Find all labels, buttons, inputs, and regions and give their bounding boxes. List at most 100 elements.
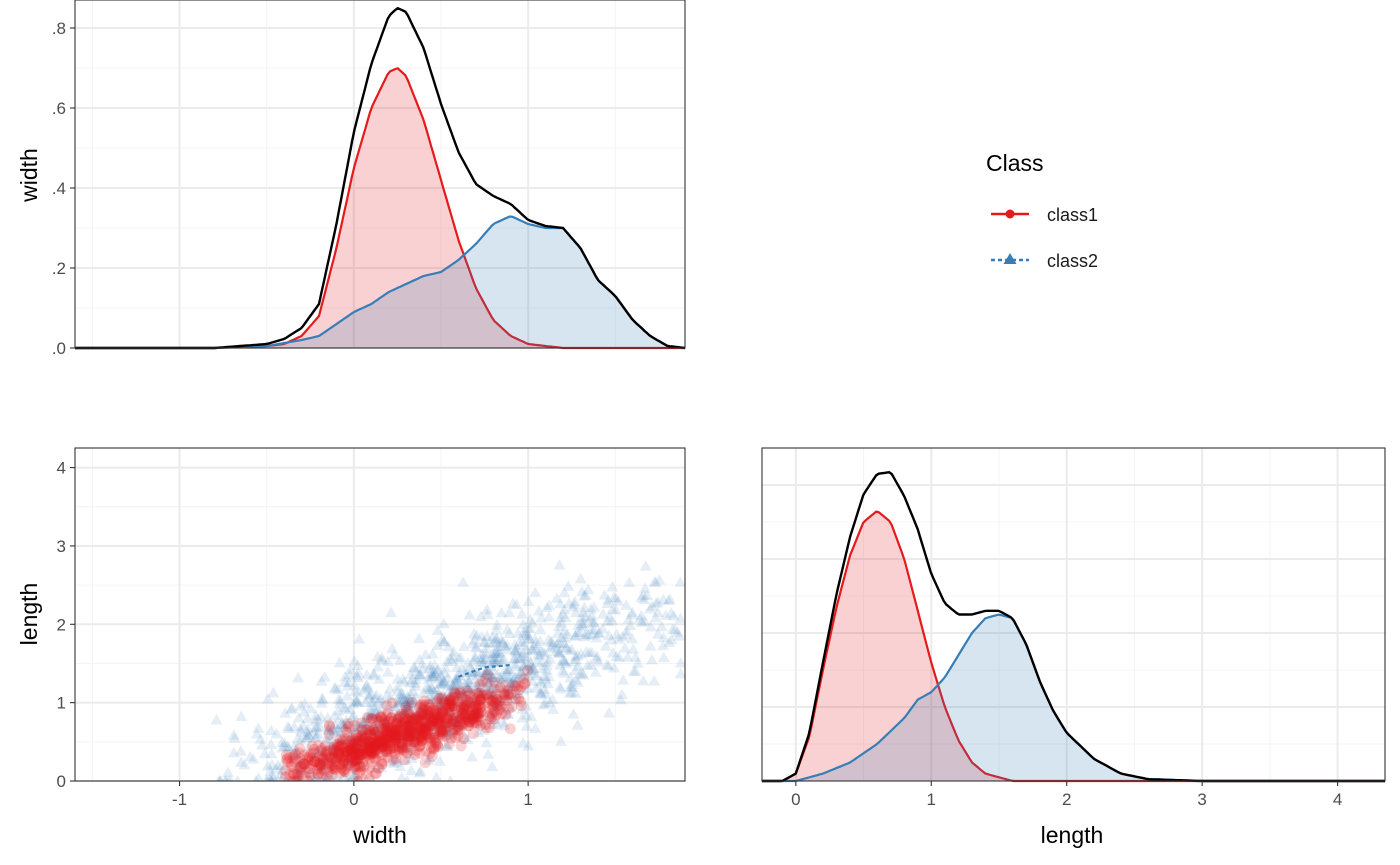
class1-point <box>469 701 481 713</box>
class1-point <box>381 729 393 741</box>
class2-point <box>467 714 480 726</box>
class1-point <box>320 748 332 760</box>
class2-point <box>522 740 535 751</box>
class1-point <box>339 763 351 775</box>
class1-point <box>337 759 349 771</box>
legend: Class class1 class2 <box>986 150 1098 271</box>
class1-point <box>449 688 461 700</box>
class1-point <box>485 695 497 707</box>
class1-point <box>358 753 370 765</box>
class1-point <box>345 744 357 756</box>
class2-point <box>274 768 287 779</box>
class1-point <box>390 734 402 746</box>
class2-point <box>617 674 630 685</box>
class1-point <box>461 694 473 706</box>
class1-point <box>461 685 473 697</box>
class1-point <box>403 707 415 719</box>
class1-point <box>409 736 421 748</box>
class2-point <box>515 650 528 662</box>
class2-point <box>372 695 385 706</box>
class1-point <box>362 744 374 756</box>
class2-point <box>296 766 309 778</box>
class2-point <box>408 735 421 747</box>
class2-point <box>360 679 373 690</box>
class1-point <box>460 710 472 722</box>
class2-point <box>326 742 339 754</box>
class2-point <box>446 650 459 661</box>
class1-point <box>494 695 506 707</box>
class1-point <box>433 712 445 724</box>
class1-point <box>281 754 293 766</box>
class2-point <box>510 598 523 610</box>
class2-point <box>441 725 454 737</box>
class2-point <box>414 703 427 715</box>
class1-point <box>326 769 338 781</box>
class1-point <box>349 754 361 766</box>
class2-point <box>281 740 294 751</box>
class2-point <box>504 701 517 712</box>
class2-point <box>372 712 385 723</box>
class2-point <box>482 664 495 676</box>
class2-point <box>350 715 363 727</box>
class2-point <box>605 633 618 645</box>
class2-point <box>409 727 422 739</box>
class1-point <box>406 725 418 737</box>
class2-point <box>521 622 534 633</box>
class2-point <box>310 775 318 781</box>
grid-right <box>762 448 1385 781</box>
class1-point <box>454 719 466 731</box>
class2-point <box>429 709 442 721</box>
class2-point <box>510 646 523 657</box>
class1-point <box>426 716 438 728</box>
class1-point <box>342 745 354 757</box>
class1-point <box>487 700 499 712</box>
class2-point <box>510 642 523 654</box>
class2-point <box>247 753 260 764</box>
class1-point <box>334 733 346 745</box>
class2-point <box>416 722 429 734</box>
class1-point <box>436 728 448 740</box>
class1-point <box>418 721 430 733</box>
class2-point <box>484 685 497 696</box>
class2-point <box>292 671 305 683</box>
class2-point <box>328 724 341 736</box>
class2-point <box>491 668 504 680</box>
class2-point <box>210 714 223 725</box>
marks-right <box>762 471 1385 783</box>
class2-density-area <box>75 216 685 348</box>
class1-point <box>466 709 478 721</box>
class1-point <box>332 748 344 760</box>
class2-point <box>325 739 338 750</box>
class2-point <box>361 721 374 733</box>
class1-point <box>393 729 405 741</box>
class2-point <box>535 675 548 686</box>
class2-point <box>389 752 402 764</box>
class1-point <box>303 767 315 779</box>
class1-point <box>413 720 425 732</box>
class1-point <box>436 720 448 732</box>
class2-point <box>484 653 497 665</box>
class2-point <box>572 619 585 630</box>
class1-point <box>338 746 350 758</box>
class2-point <box>486 718 499 730</box>
class2-point <box>558 637 571 649</box>
y-tick-label: 4 <box>57 459 66 478</box>
class2-point <box>502 707 515 719</box>
class2-point <box>557 654 570 665</box>
class1-point <box>361 768 373 780</box>
class1-point <box>456 712 468 724</box>
class1-point <box>373 734 385 746</box>
class1-point <box>391 729 403 741</box>
class2-point <box>543 670 556 682</box>
class1-point <box>414 722 426 734</box>
class2-point <box>477 656 490 668</box>
class2-point <box>508 638 521 650</box>
class2-point <box>497 716 510 727</box>
class2-point <box>568 598 581 610</box>
class2-point <box>507 673 520 685</box>
class1-point <box>321 758 333 770</box>
class1-point <box>486 708 498 720</box>
class1-point <box>375 733 387 745</box>
y-tick-label: 3 <box>57 537 66 556</box>
class1-point <box>422 709 434 721</box>
